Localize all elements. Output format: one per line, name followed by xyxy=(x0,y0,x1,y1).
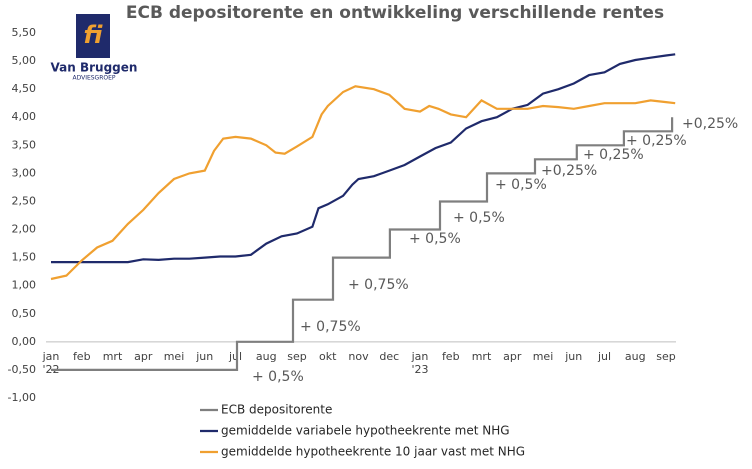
annotation: + 0,25% xyxy=(626,133,687,149)
logo-mark: fi xyxy=(84,21,104,49)
y-tick-label: 3,00 xyxy=(12,166,37,179)
x-tick-label: aug xyxy=(256,350,277,363)
x-tick-label: mrt xyxy=(472,350,492,363)
x-tick-label: feb xyxy=(73,350,91,363)
x-tick-label: mei xyxy=(533,350,554,363)
legend-label: gemiddelde hypotheekrente 10 jaar vast m… xyxy=(221,445,525,459)
x-tick-label: jun xyxy=(564,350,582,363)
annotation: + 0,75% xyxy=(300,319,361,335)
y-tick-label: 1,00 xyxy=(12,279,37,292)
annotation: + 0,25% xyxy=(583,147,644,163)
legend-label: gemiddelde variabele hypotheekrente met … xyxy=(221,424,510,438)
logo-name: Van Bruggen xyxy=(51,61,138,75)
x-tick-label: apr xyxy=(134,350,153,363)
x-tick-label: jul xyxy=(597,350,611,363)
y-tick-label: 0,00 xyxy=(12,335,37,348)
legend-label: ECB depositorente xyxy=(221,403,332,417)
x-tick-label: dec xyxy=(379,350,399,363)
x-tick-label: sep xyxy=(287,350,306,363)
x-tick-label: mrt xyxy=(103,350,123,363)
series-line xyxy=(51,117,674,371)
annotation: +0,25% xyxy=(682,116,738,132)
x-tick-label: jul xyxy=(228,350,242,363)
x-tick-label: jan xyxy=(42,350,60,363)
y-tick-label: 5,00 xyxy=(12,54,37,67)
annotation: +0,25% xyxy=(541,163,597,179)
y-tick-label: 4,50 xyxy=(12,82,37,95)
series-line xyxy=(50,85,676,281)
chart-title: ECB depositorente en ontwikkeling versch… xyxy=(126,3,664,23)
logo-sub: ADVIESGROEP xyxy=(72,75,115,82)
annotation: + 0,5% xyxy=(409,231,461,247)
y-tick-label: 0,50 xyxy=(12,307,37,320)
x-tick-label: jan xyxy=(411,350,429,363)
logo-box xyxy=(76,14,110,58)
x-tick-label: feb xyxy=(442,350,460,363)
y-tick-label: 5,50 xyxy=(12,26,37,39)
x-tick-label: apr xyxy=(503,350,522,363)
x-tick-label: jun xyxy=(195,350,213,363)
annotation: + 0,5% xyxy=(495,177,547,193)
y-tick-label: -1,00 xyxy=(8,391,36,404)
y-tick-label: 1,50 xyxy=(12,251,37,264)
year-label: '23 xyxy=(411,363,428,376)
series-line xyxy=(51,53,676,264)
x-tick-label: nov xyxy=(348,350,369,363)
x-tick-label: okt xyxy=(319,350,337,363)
x-tick-label: mei xyxy=(164,350,185,363)
x-tick-label: sep xyxy=(656,350,675,363)
y-tick-label: 2,00 xyxy=(12,223,37,236)
annotation: + 0,75% xyxy=(348,277,409,293)
x-tick-label: aug xyxy=(625,350,646,363)
annotation: + 0,5% xyxy=(252,369,304,385)
y-tick-label: 4,00 xyxy=(12,110,37,123)
y-tick-label: 2,50 xyxy=(12,194,37,207)
y-tick-label: -0,50 xyxy=(8,363,36,376)
annotation: + 0,5% xyxy=(453,210,505,226)
y-tick-label: 3,50 xyxy=(12,138,37,151)
